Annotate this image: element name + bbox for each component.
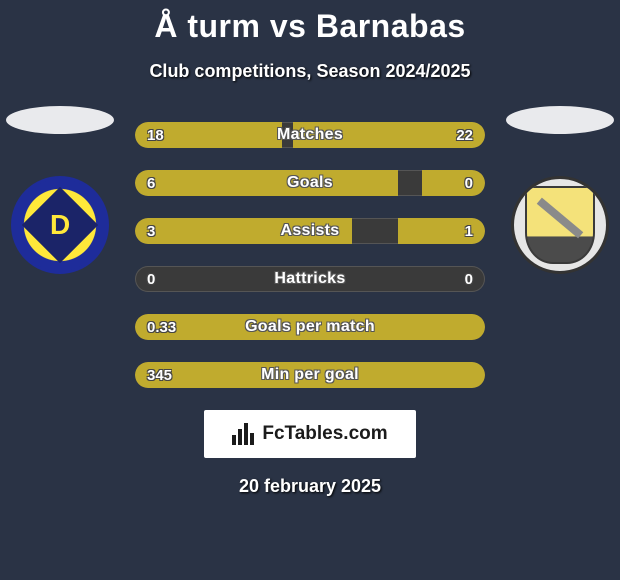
stat-label: Hattricks bbox=[135, 266, 485, 292]
team-left-column: D bbox=[0, 106, 120, 274]
stat-row: 1822Matches bbox=[135, 122, 485, 148]
stat-row: 0.33Goals per match bbox=[135, 314, 485, 340]
comparison-card: Å turm vs Barnabas Club competitions, Se… bbox=[0, 0, 620, 497]
stat-label: Min per goal bbox=[135, 362, 485, 388]
stat-label: Matches bbox=[135, 122, 485, 148]
team-right-column bbox=[500, 106, 620, 274]
stat-row: 60Goals bbox=[135, 170, 485, 196]
stat-label: Assists bbox=[135, 218, 485, 244]
crest-left-letter: D bbox=[50, 209, 70, 241]
stat-row: 31Assists bbox=[135, 218, 485, 244]
ellipse-decoration-right bbox=[506, 106, 614, 134]
stat-row: 00Hattricks bbox=[135, 266, 485, 292]
chart-area: D 1822Matches 60Goals 31Assists 00Hattricks… bbox=[0, 122, 620, 388]
stat-label: Goals per match bbox=[135, 314, 485, 340]
ellipse-decoration-left bbox=[6, 106, 114, 134]
team-left-crest: D bbox=[11, 176, 109, 274]
bar-chart-icon bbox=[232, 423, 254, 445]
stat-label: Goals bbox=[135, 170, 485, 196]
date-text: 20 february 2025 bbox=[0, 476, 620, 497]
page-title: Å turm vs Barnabas bbox=[0, 8, 620, 45]
footer-brand[interactable]: FcTables.com bbox=[204, 410, 416, 458]
stat-rows: 1822Matches 60Goals 31Assists 00Hattricks 0.… bbox=[135, 122, 485, 388]
footer-brand-text: FcTables.com bbox=[262, 423, 387, 445]
stat-row: 345Min per goal bbox=[135, 362, 485, 388]
subtitle: Club competitions, Season 2024/2025 bbox=[0, 61, 620, 82]
team-right-crest bbox=[511, 176, 609, 274]
